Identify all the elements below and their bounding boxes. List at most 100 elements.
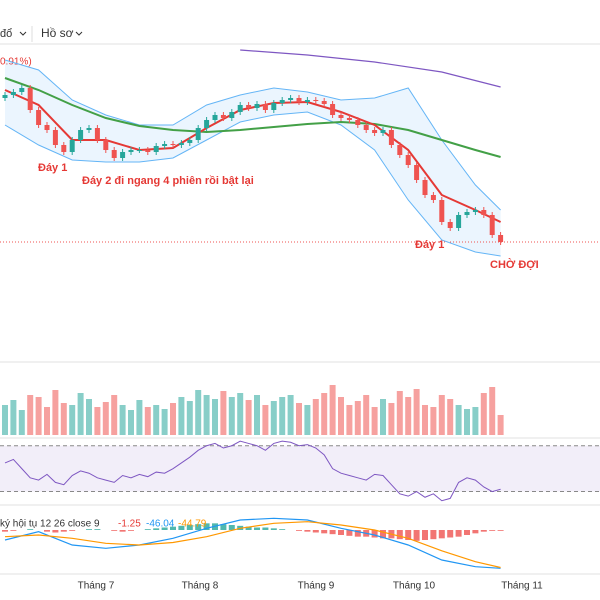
volume-bar	[388, 403, 395, 435]
volume-bar	[18, 410, 25, 435]
candle-body	[439, 200, 445, 222]
candle-body	[430, 195, 436, 200]
macd-hist-bar	[94, 529, 101, 530]
macd-hist-bar	[270, 528, 277, 530]
macd-line	[4, 517, 501, 569]
volume-bar	[27, 395, 34, 435]
candle-body	[330, 104, 336, 115]
candle-body	[178, 143, 184, 145]
volume-bar	[338, 397, 344, 435]
macd-hist-bar	[254, 527, 260, 530]
signal-line	[4, 521, 501, 569]
candle-body	[111, 150, 117, 158]
volume-bar	[497, 415, 504, 435]
candle-body	[472, 210, 478, 212]
macd-hist-bar	[338, 530, 344, 535]
macd-hist-bar	[220, 524, 227, 530]
candle-body	[422, 180, 428, 195]
volume-bar	[77, 393, 84, 435]
rsi-line	[4, 440, 501, 502]
macd-hist-bar	[262, 527, 269, 530]
volume-bar	[296, 403, 302, 435]
candle-body	[464, 212, 470, 215]
candle-body	[304, 100, 310, 102]
volume-bar	[94, 407, 101, 435]
macd-hist-bar	[44, 530, 50, 532]
macd-hist-bar	[52, 530, 59, 533]
volume-bar	[220, 391, 227, 435]
macd-hist-bar	[455, 530, 462, 537]
candle-body	[355, 120, 361, 125]
volume-bar	[447, 399, 454, 435]
x-tick-label: Tháng 11	[501, 581, 543, 592]
candle-body	[414, 165, 420, 180]
macd-hist-bar	[86, 529, 92, 530]
rsi-band	[0, 445, 600, 492]
volume-bar	[245, 400, 252, 435]
candle-body	[220, 115, 226, 118]
candle-body	[254, 104, 260, 108]
candle-body	[237, 105, 243, 112]
toolbar-item[interactable]: đổ	[0, 28, 12, 40]
toolbar-item[interactable]: Hồ sơ	[41, 26, 74, 40]
annotation: CHỜ ĐỢI	[490, 258, 539, 271]
candle-body	[313, 100, 319, 101]
volume-bar	[304, 405, 311, 435]
macd-hist-bar	[329, 530, 336, 535]
volume-bar	[2, 405, 8, 435]
toolbar	[0, 0, 600, 22]
candle-body	[296, 98, 302, 102]
macd-hist-bar	[304, 530, 311, 532]
volume-bar	[60, 403, 67, 435]
volume-bar	[203, 395, 210, 435]
volume-bar	[69, 405, 76, 435]
annotation: Đáy 1	[415, 239, 444, 251]
volume-bar	[270, 401, 277, 435]
macd-hist-bar	[430, 530, 437, 540]
macd-value: -44.79	[178, 519, 207, 530]
volume-bar	[237, 393, 244, 435]
macd-hist-bar	[203, 523, 210, 530]
volume-bar	[380, 399, 386, 435]
volume-bar	[111, 395, 118, 435]
volume-bar	[279, 397, 286, 435]
macd-hist-bar	[279, 529, 286, 530]
candle-body	[212, 115, 218, 120]
annotation: Đáy 1	[38, 162, 67, 174]
volume-bar	[464, 409, 470, 435]
x-tick-label: Tháng 10	[393, 581, 436, 592]
candle-body	[136, 150, 142, 151]
candle-body	[262, 104, 268, 110]
volume-bar	[119, 405, 126, 435]
volume-bar	[254, 395, 260, 435]
indicator-line	[4, 111, 501, 257]
macd-hist-bar	[2, 530, 8, 532]
macd-hist-bar	[312, 530, 319, 533]
macd-hist-bar	[405, 530, 412, 540]
volume-bar	[195, 390, 202, 435]
macd-hist-bar	[178, 525, 185, 530]
candle-body	[94, 128, 100, 140]
volume-bar	[10, 400, 17, 435]
candle-body	[498, 235, 504, 242]
macd-hist-bar	[413, 530, 420, 541]
volume-bar	[102, 402, 109, 435]
macd-hist-bar	[464, 530, 470, 535]
candle-body	[372, 130, 378, 133]
macd-hist-bar	[447, 530, 454, 538]
volume-bar	[287, 395, 294, 435]
volume-bar	[262, 405, 269, 435]
macd-hist-bar	[10, 530, 17, 531]
volume-bar	[52, 390, 59, 435]
candle-body	[321, 101, 327, 104]
candle-body	[363, 125, 369, 130]
macd-hist-bar	[144, 529, 151, 530]
volume-bar	[128, 410, 134, 435]
candle-body	[481, 210, 487, 215]
candle-body	[388, 130, 394, 145]
candle-body	[120, 152, 126, 158]
volume-bar	[346, 405, 353, 435]
volume-bar	[312, 399, 319, 435]
macd-hist-bar	[296, 530, 302, 531]
